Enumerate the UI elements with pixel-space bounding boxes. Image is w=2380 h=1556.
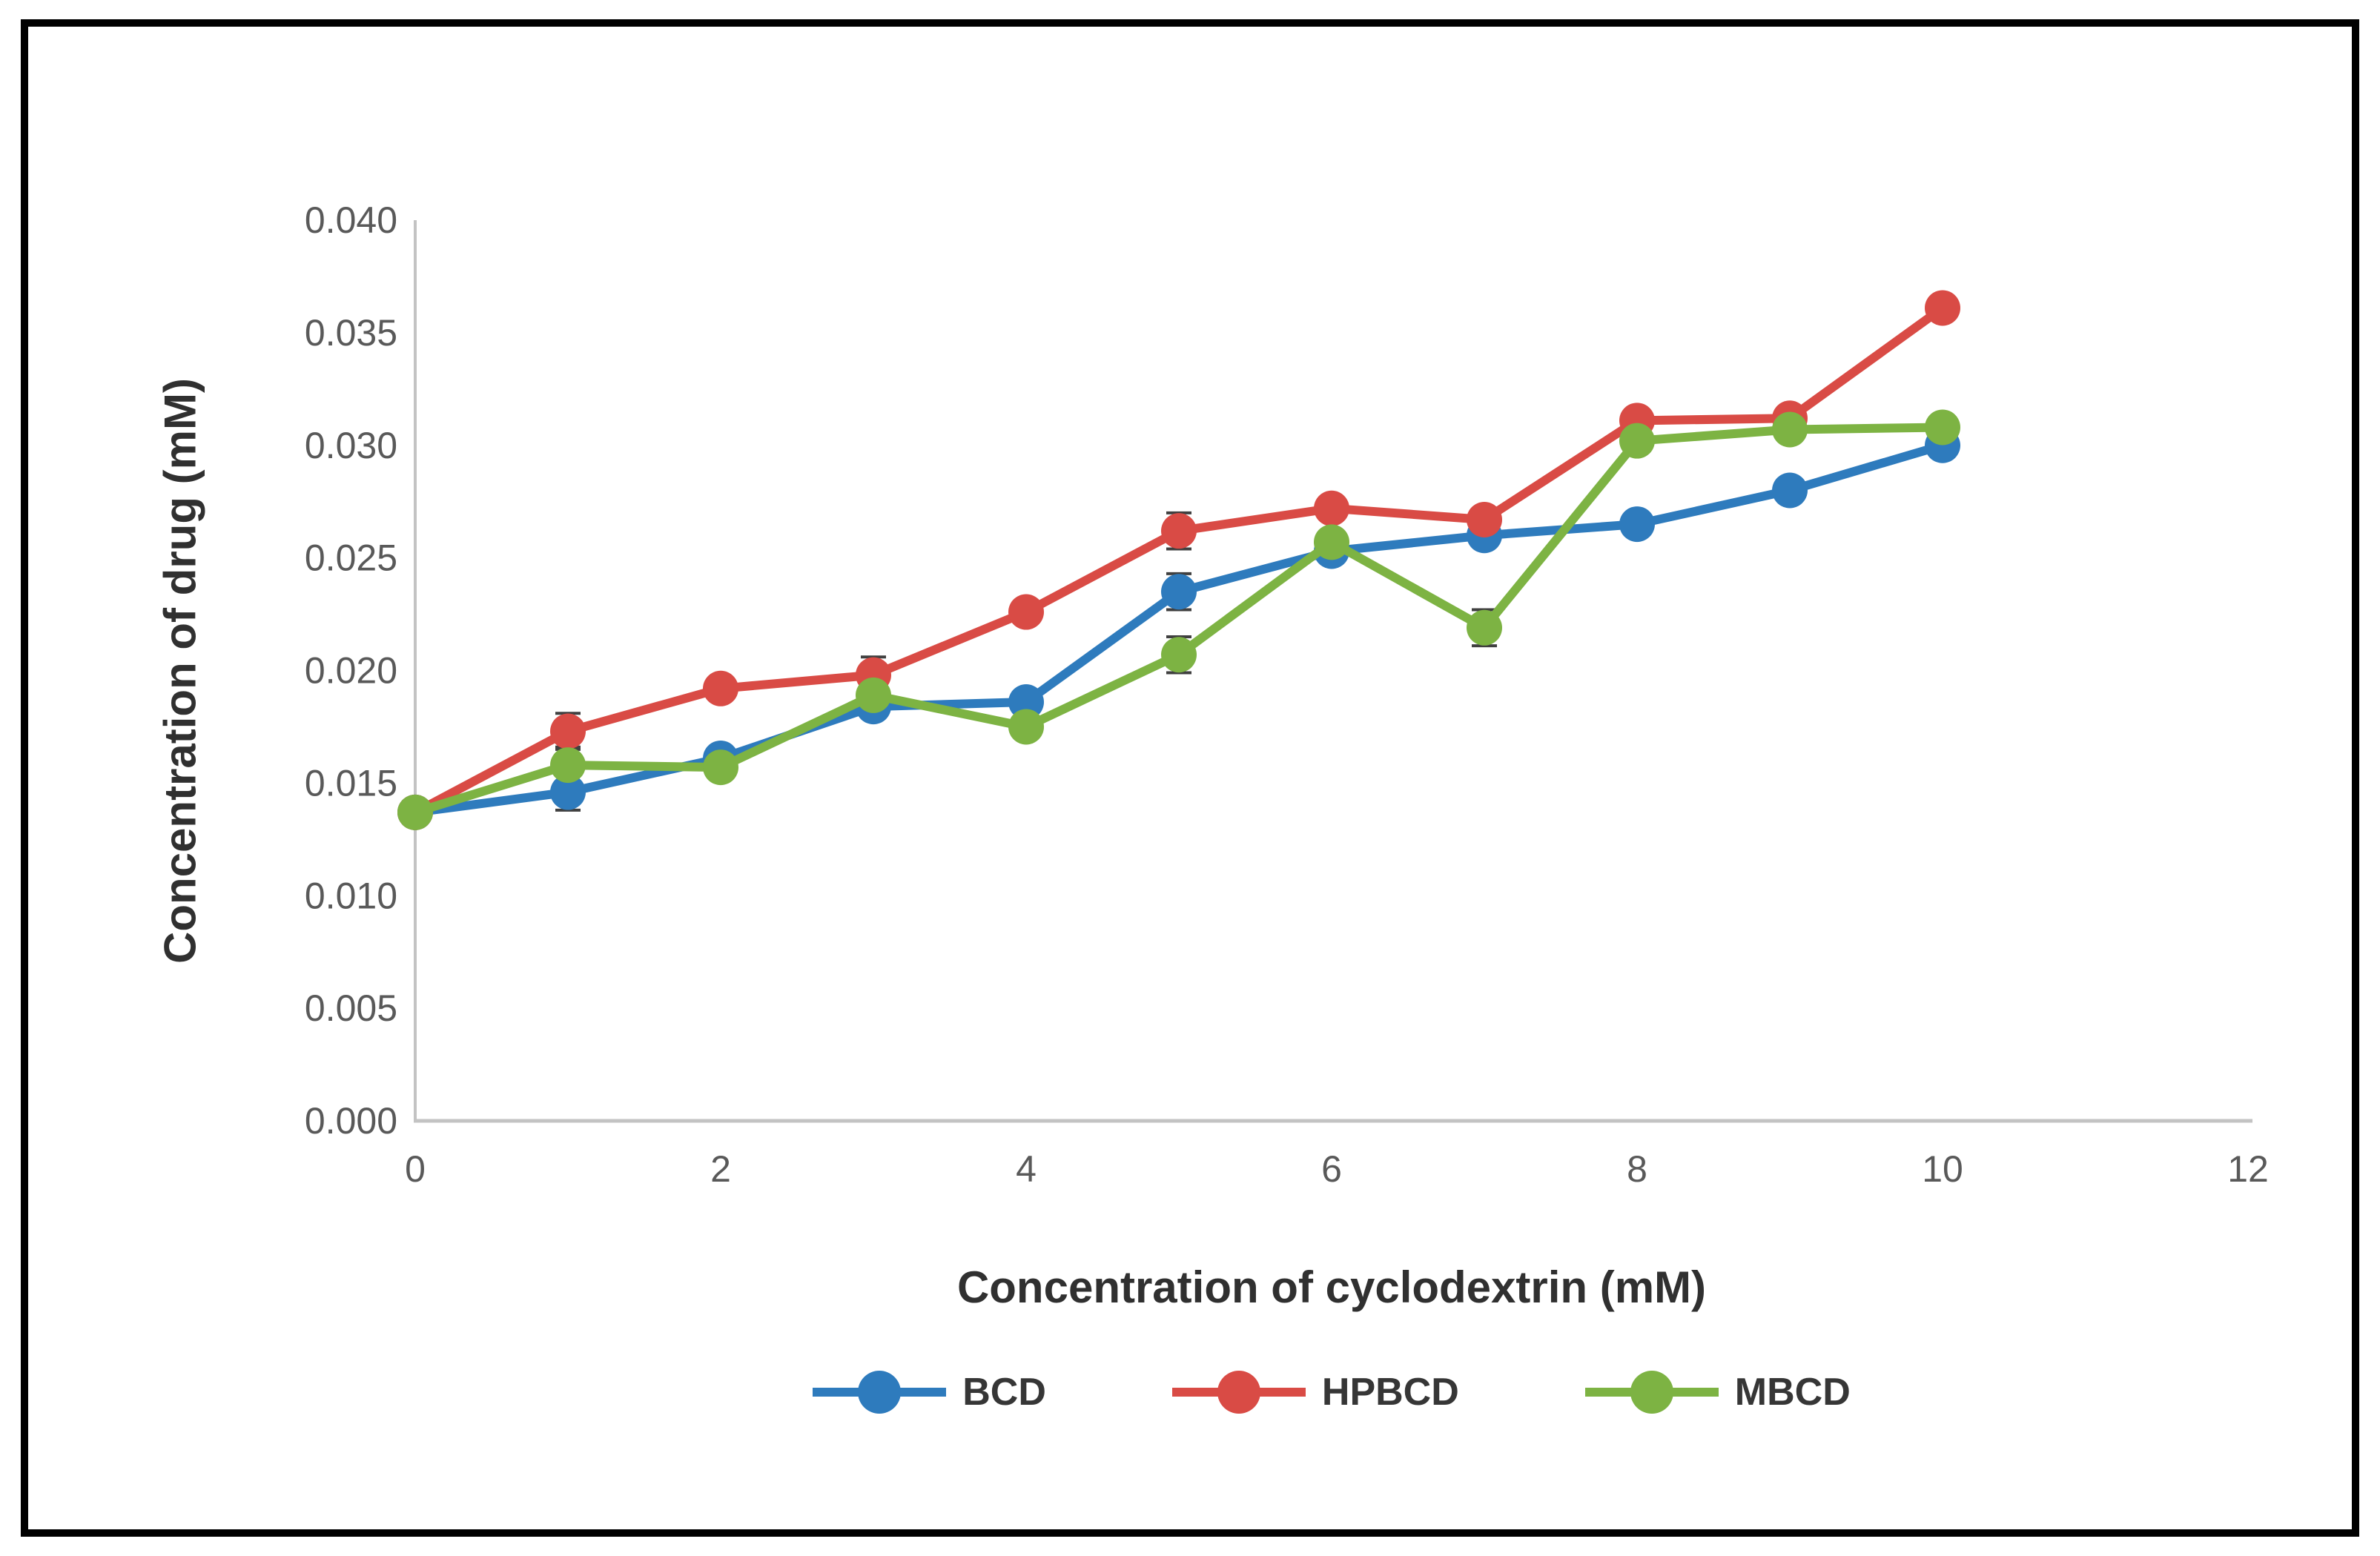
data-point-MBCD-10	[1925, 409, 1960, 446]
y-tick-label: 0.025	[305, 537, 397, 579]
y-tick-label: 0.010	[305, 875, 397, 916]
legend-label-mbcd: MBCD	[1734, 1371, 1851, 1414]
x-tick-label: 0	[405, 1148, 426, 1190]
data-point-BCD-4	[1008, 684, 1044, 721]
x-tick-label: 4	[1016, 1148, 1037, 1190]
y-axis-title: Concentration of drug (mM)	[155, 378, 205, 964]
legend-label-hpbcd: HPBCD	[1321, 1371, 1459, 1414]
x-tick-label: 6	[1321, 1148, 1342, 1190]
figure-border	[21, 19, 2359, 1537]
data-point-MBCD-7	[1467, 609, 1502, 646]
y-tick-label: 0.035	[305, 312, 397, 354]
legend-item-hpbcd: HPBCD	[1171, 1368, 1459, 1416]
data-point-BCD-9	[1772, 472, 1808, 509]
y-tick-label: 0.020	[305, 650, 397, 692]
data-point-HPBCD-7	[1467, 501, 1502, 537]
data-point-MBCD-4	[1008, 709, 1044, 745]
data-point-MBCD-3	[856, 677, 891, 713]
x-axis-title: Concentration of cyclodextrin (mM)	[956, 1262, 1707, 1312]
y-tick-label: 0.030	[305, 425, 397, 466]
series-line-HPBCD	[413, 304, 1946, 817]
series-line-BCD	[414, 440, 1944, 817]
data-point-MBCD-1	[550, 747, 586, 784]
data-point-HPBCD-10	[1925, 290, 1960, 326]
legend-marker-bcd-icon	[813, 1368, 947, 1416]
data-point-BCD-1	[550, 774, 586, 810]
data-point-HPBCD-2	[703, 670, 738, 706]
legend-item-bcd: BCD	[813, 1368, 1046, 1416]
y-tick-label: 0.040	[305, 199, 397, 241]
chart-legend: BCD HPBCD MBCD	[415, 1368, 2248, 1416]
series-line-MBCD	[414, 423, 1943, 817]
x-tick-label: 10	[1922, 1148, 1963, 1190]
legend-marker-mbcd-icon	[1584, 1368, 1719, 1416]
data-point-MBCD-2	[703, 749, 738, 786]
legend-item-mbcd: MBCD	[1584, 1368, 1851, 1416]
x-tick-label: 2	[710, 1148, 731, 1190]
y-tick-label: 0.015	[305, 762, 397, 804]
y-tick-label: 0.005	[305, 987, 397, 1029]
data-point-HPBCD-4	[1008, 594, 1044, 630]
y-tick-label: 0.000	[305, 1100, 397, 1142]
x-tick-label: 12	[2227, 1148, 2269, 1190]
data-point-MBCD-9	[1772, 411, 1808, 448]
data-point-MBCD-6	[1314, 524, 1349, 560]
legend-marker-hpbcd-icon	[1171, 1368, 1306, 1416]
legend-label-bcd: BCD	[962, 1371, 1046, 1414]
data-point-HPBCD-5	[1161, 513, 1197, 549]
data-point-MBCD-0	[397, 794, 433, 830]
data-point-MBCD-5	[1161, 637, 1197, 673]
data-point-BCD-5	[1161, 574, 1197, 610]
data-point-MBCD-8	[1619, 423, 1655, 459]
x-tick-label: 8	[1627, 1148, 1647, 1190]
data-point-HPBCD-6	[1314, 490, 1349, 526]
data-point-HPBCD-1	[550, 713, 586, 749]
data-point-BCD-8	[1619, 506, 1655, 543]
